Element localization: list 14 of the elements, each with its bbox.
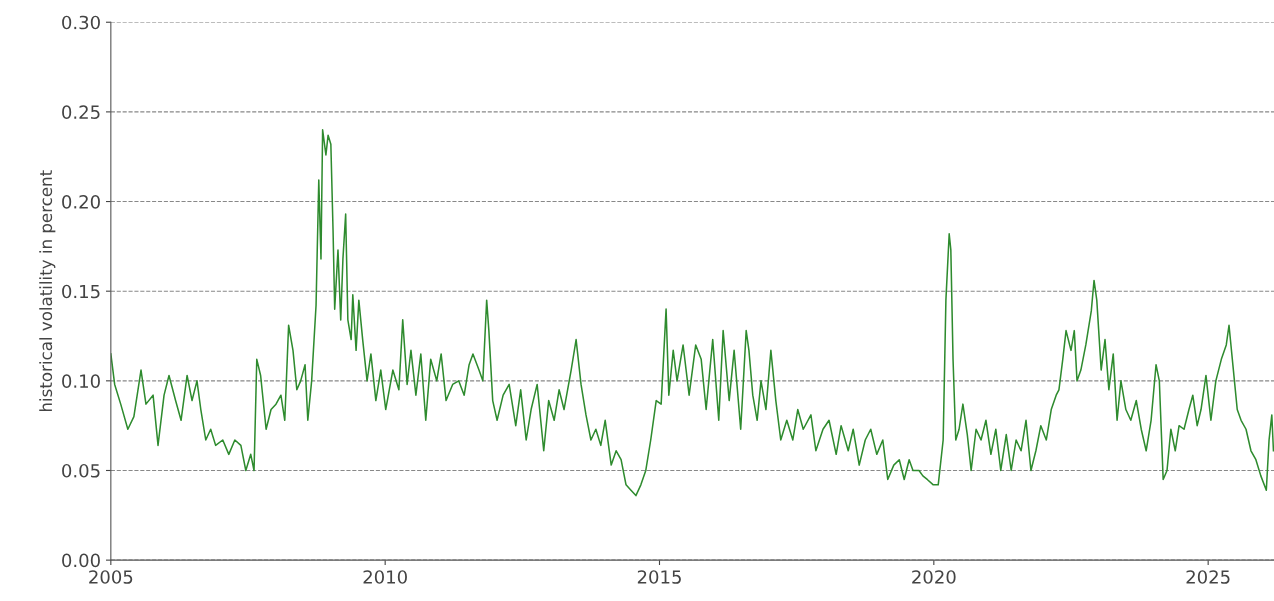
y-tick-label: 0.25 xyxy=(62,105,100,119)
x-tick-label: 2025 xyxy=(1186,570,1230,584)
y-axis-title: historical volatility in percent xyxy=(39,170,56,412)
x-tick-label: 2015 xyxy=(637,570,681,584)
line-series xyxy=(110,129,1274,497)
y-tick-label: 0.20 xyxy=(62,194,100,209)
y-tick-label: 0.15 xyxy=(62,284,100,299)
y-tick-label: 0.05 xyxy=(62,463,100,478)
y-tick-label: 0.30 xyxy=(62,15,100,30)
x-tick-label: 2020 xyxy=(912,570,956,584)
y-tick-label: 0.10 xyxy=(62,374,100,388)
y-tick-label: 0.00 xyxy=(62,553,100,568)
x-tick-label: 2010 xyxy=(363,570,407,584)
x-tick-label: 2005 xyxy=(89,570,133,584)
